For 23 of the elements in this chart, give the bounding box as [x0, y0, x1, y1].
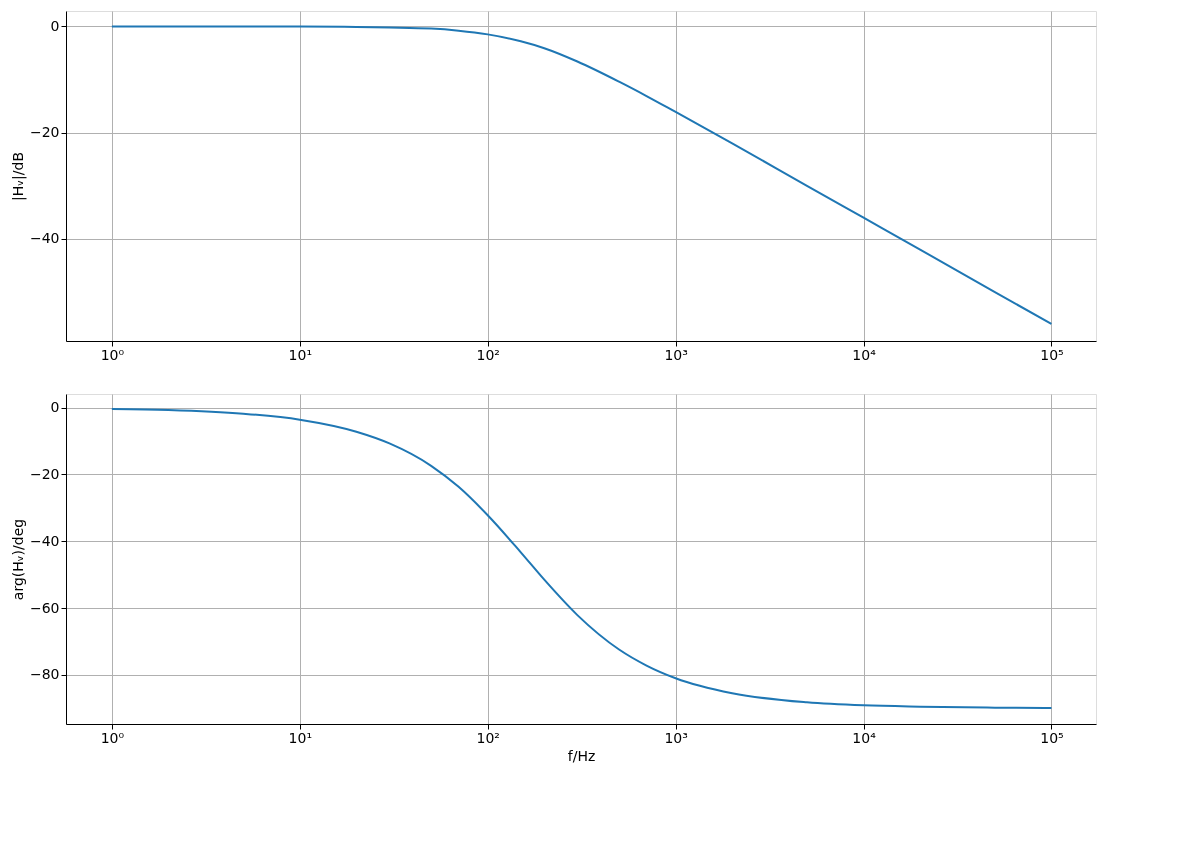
y-tick-label: 0 [50, 399, 60, 416]
x-tick-label: 10² [476, 729, 500, 746]
y-tick-label: −80 [29, 666, 60, 683]
x-axis-title: f/Hz [567, 747, 596, 764]
x-tick-label: 10⁴ [852, 346, 877, 363]
y-tick-label: −60 [29, 599, 60, 616]
x-tick-label: 10³ [664, 346, 688, 363]
x-tick-label: 10⁰ [100, 729, 125, 746]
x-tick-label: 10⁴ [852, 729, 877, 746]
x-tick-label: 10⁰ [100, 346, 125, 363]
y-tick-label: −40 [29, 532, 60, 549]
y-tick-label: 0 [50, 17, 60, 34]
y-tick-label: −20 [29, 124, 60, 141]
y-axis-title: |Hᵥ|/dB [9, 151, 27, 202]
x-tick-label: 10¹ [288, 346, 313, 363]
x-tick-label: 10³ [664, 729, 688, 746]
x-tick-label: 10⁵ [1040, 346, 1064, 363]
x-tick-label: 10⁵ [1040, 729, 1064, 746]
x-tick-label: 10² [476, 346, 500, 363]
y-tick-label: −20 [29, 466, 60, 482]
y-tick-label: −40 [29, 230, 60, 247]
x-tick-label: 10¹ [288, 729, 313, 746]
y-axis-title: arg(Hᵥ)/deg [9, 518, 26, 601]
